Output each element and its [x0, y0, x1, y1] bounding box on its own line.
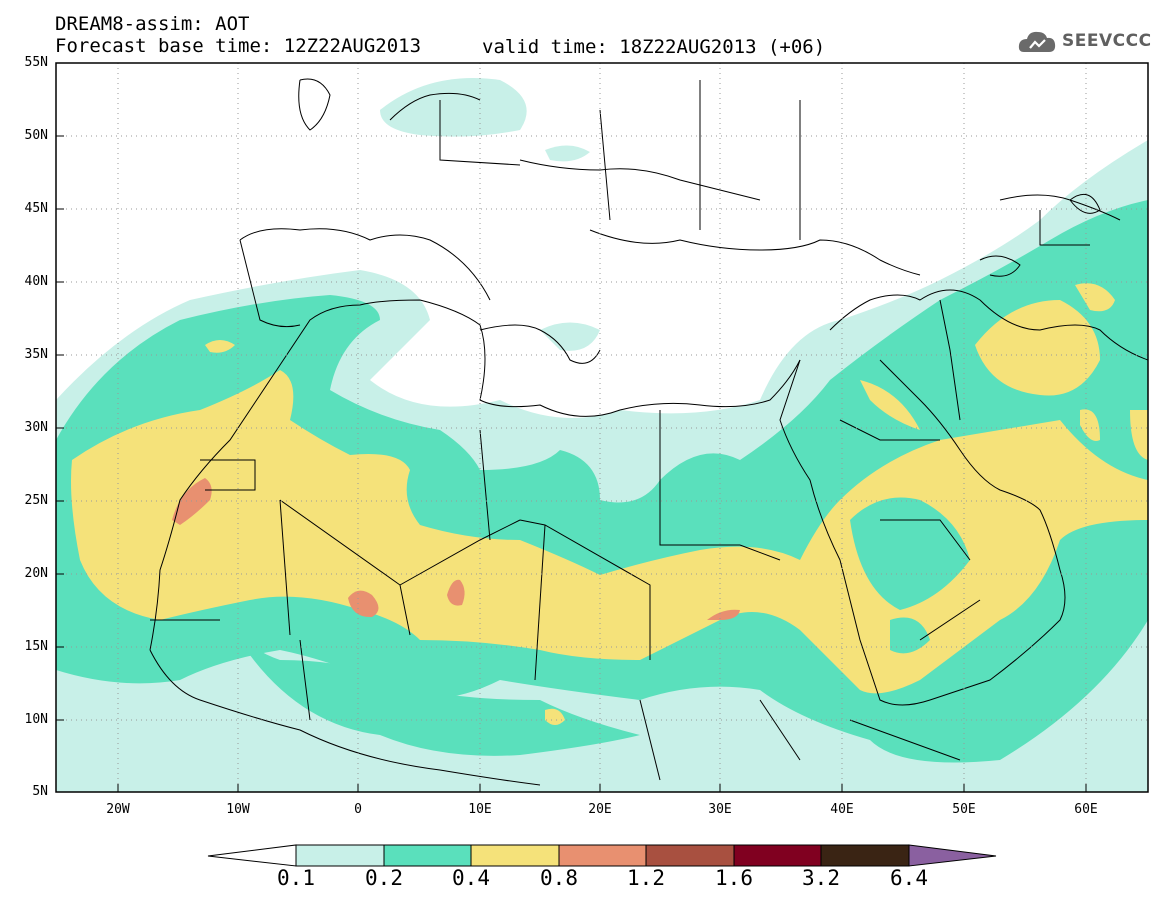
colorbar-swatch-0.4 — [470, 844, 560, 867]
aot-contour-0.4 — [71, 370, 1148, 694]
lon-label: 60E — [1074, 802, 1098, 817]
lon-label: 50E — [952, 802, 976, 817]
lat-label: 30N — [24, 420, 48, 435]
lat-label: 35N — [24, 347, 48, 362]
colorbar-label: 0.4 — [452, 866, 490, 890]
lat-label: 25N — [24, 493, 48, 508]
cloud-logo-icon — [1018, 31, 1056, 52]
lon-label: 40E — [830, 802, 854, 817]
colorbar-swatch-3.2 — [820, 844, 910, 867]
colorbar-label: 1.2 — [627, 866, 665, 890]
colorbar-label: 0.8 — [540, 866, 578, 890]
colorbar-swatch-0.1 — [295, 844, 385, 867]
logo-text: SEEVCCC — [1062, 31, 1152, 51]
colorbar-swatch-0.2 — [383, 844, 472, 867]
lon-label: 30E — [708, 802, 732, 817]
tick-marks — [56, 135, 1087, 792]
lon-label: 10W — [226, 802, 250, 817]
lon-label: 0 — [354, 802, 362, 817]
lat-label: 45N — [24, 201, 48, 216]
lat-label: 40N — [24, 274, 48, 289]
colorbar-label: 6.4 — [890, 866, 928, 890]
colorbar-label: 1.6 — [715, 866, 753, 890]
map-title: DREAM8-assim: AOT — [55, 13, 250, 35]
lat-label: 55N — [24, 55, 48, 70]
valid-time: valid time: 18Z22AUG2013 (+06) — [482, 36, 826, 58]
colorbar-swatch-1.6 — [733, 844, 822, 867]
coastlines — [149, 78, 1148, 786]
colorbar-over-arrow — [908, 844, 997, 867]
lat-label: 10N — [24, 712, 48, 727]
lat-label: 15N — [24, 639, 48, 654]
grid-lines — [56, 63, 1148, 792]
colorbar-swatch-0.8 — [558, 844, 647, 867]
lat-label: 50N — [24, 128, 48, 143]
colorbar-label: 0.2 — [365, 866, 403, 890]
lon-label: 20W — [106, 802, 130, 817]
forecast-base-time: Forecast base time: 12Z22AUG2013 — [55, 35, 422, 57]
colorbar-label: 3.2 — [802, 866, 840, 890]
colorbar — [207, 844, 997, 867]
lon-label: 20E — [588, 802, 612, 817]
lat-label: 20N — [24, 566, 48, 581]
colorbar-swatch-1.2 — [645, 844, 735, 867]
colorbar-under-arrow — [207, 844, 297, 867]
lat-label: 5N — [32, 784, 48, 799]
lon-label: 10E — [468, 802, 492, 817]
colorbar-label: 0.1 — [277, 866, 315, 890]
